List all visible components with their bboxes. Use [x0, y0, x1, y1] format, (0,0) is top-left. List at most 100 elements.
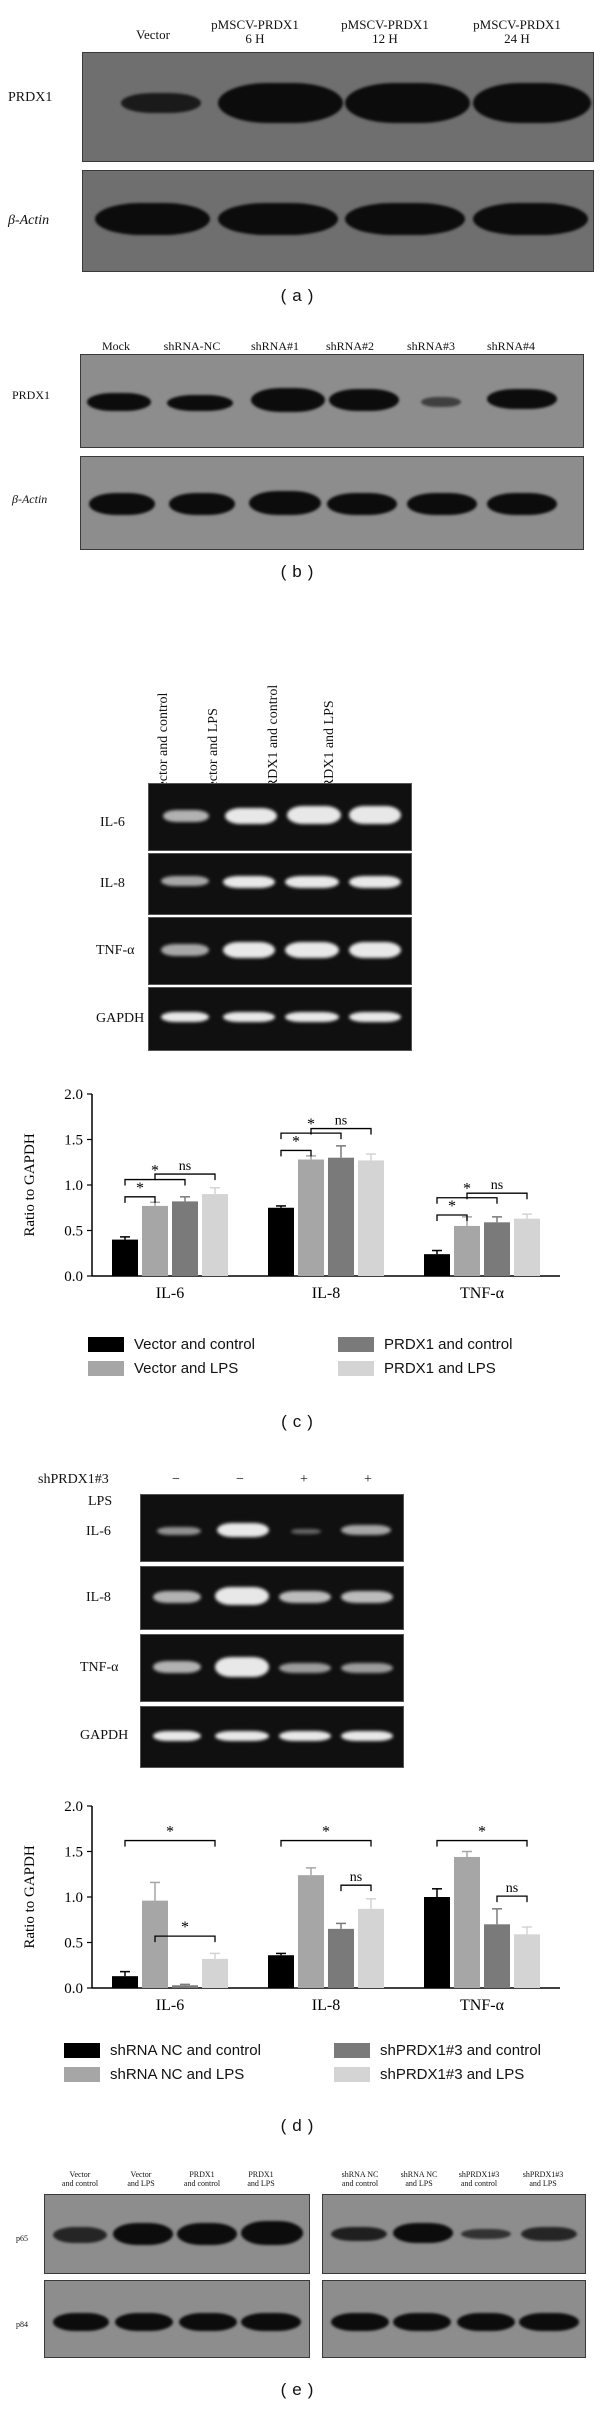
- lane-label: Vector and LPS: [127, 2170, 155, 2188]
- blot-band: [87, 393, 151, 411]
- bar: [514, 1218, 540, 1276]
- gel-band: [349, 806, 401, 824]
- gel-band: [341, 1663, 393, 1673]
- lane-label: shRNA-NC: [163, 339, 221, 353]
- gel-band: [285, 1012, 339, 1022]
- panel-caption-a: (a): [280, 286, 320, 305]
- significance-bracket: [280, 1149, 312, 1157]
- row-label: IL-8: [86, 1590, 111, 1605]
- gel-band: [225, 808, 277, 824]
- blot-band: [329, 389, 399, 411]
- western-blot-p84-right: [322, 2280, 586, 2358]
- treatment-label: LPS: [88, 1494, 113, 1509]
- gel-il6: [140, 1494, 404, 1562]
- legend-item: Vector and control: [88, 1336, 255, 1353]
- bar: [142, 1900, 168, 1988]
- gel-band: [161, 876, 209, 886]
- blot-band: [473, 203, 588, 235]
- legend-swatch: [338, 1337, 374, 1352]
- row-label: β-Actin: [12, 492, 48, 506]
- significance-bracket: [124, 1178, 186, 1186]
- row-label: PRDX1: [8, 90, 53, 105]
- blot-band: [179, 2313, 237, 2331]
- bar: [454, 1225, 480, 1276]
- blot-band: [251, 388, 325, 412]
- blot-band: [115, 2313, 173, 2331]
- row-label: TNF-α: [80, 1660, 119, 1675]
- blot-band: [393, 2223, 453, 2243]
- gel-gapdh: [148, 987, 412, 1051]
- legend-swatch: [338, 1361, 374, 1376]
- y-tick-label: 2.0: [64, 1799, 83, 1815]
- x-tick-label: IL-8: [312, 1997, 340, 2014]
- bar: [202, 1958, 228, 1988]
- blot-band: [53, 2227, 107, 2243]
- significance-label: *: [292, 1133, 300, 1150]
- bar-chart-d: 0.0 0.5 1.0 1.5 2.0 Ratio to GAPDH IL-6 IL-8 TNF…: [22, 1799, 560, 2014]
- significance-label: ns: [179, 1159, 191, 1174]
- lane-label: Vector: [136, 27, 170, 42]
- legend-item: shPRDX1#3 and control: [334, 2042, 541, 2059]
- significance-bracket: [154, 1173, 216, 1181]
- lane-label: shRNA#2: [325, 339, 374, 353]
- gel-band: [285, 942, 339, 958]
- bar: [328, 1157, 354, 1276]
- blot-band: [519, 2313, 579, 2331]
- x-tick-label: IL-6: [156, 1997, 184, 2014]
- bar: [424, 1897, 450, 1988]
- treatment-sign: −: [236, 1472, 244, 1487]
- gel-band: [217, 1523, 269, 1537]
- row-label: GAPDH: [80, 1728, 129, 1743]
- legend-item: shPRDX1#3 and LPS: [334, 2066, 524, 2083]
- gel-il8: [140, 1566, 404, 1630]
- legend-swatch: [334, 2067, 370, 2082]
- western-blot-prdx1: [82, 52, 594, 162]
- legend-item: shRNA NC and control: [64, 2042, 261, 2059]
- y-tick-label: 1.5: [64, 1845, 83, 1861]
- row-label: TNF-α: [96, 943, 135, 958]
- gel-band: [153, 1661, 201, 1673]
- gel-il8: [148, 853, 412, 915]
- row-label: p84: [16, 2320, 28, 2329]
- bar: [172, 1201, 198, 1276]
- row-label: β-Actin: [8, 213, 50, 228]
- significance-bracket: [466, 1192, 528, 1200]
- significance-label: ns: [335, 1114, 347, 1129]
- blot-band: [327, 493, 397, 515]
- significance-label: *: [307, 1116, 315, 1133]
- gel-gapdh: [140, 1706, 404, 1768]
- blot-band: [218, 203, 338, 235]
- blot-band: [249, 491, 321, 515]
- treatment-sign: +: [300, 1472, 308, 1487]
- x-tick-label: TNF-α: [460, 1285, 505, 1302]
- gel-band: [349, 942, 401, 958]
- gel-band: [223, 876, 275, 888]
- blot-band: [345, 83, 470, 123]
- significance-label: *: [181, 1919, 189, 1936]
- bar: [328, 1928, 354, 1988]
- lane-label: shPRDX1#3 and LPS: [522, 2170, 564, 2188]
- gel-band: [341, 1731, 393, 1741]
- bar: [298, 1875, 324, 1988]
- x-tick-label: TNF-α: [460, 1997, 505, 2014]
- significance-label: *: [151, 1163, 159, 1180]
- gel-band: [279, 1663, 331, 1673]
- gel-band: [153, 1731, 201, 1741]
- western-blot-p65-left: [44, 2194, 310, 2274]
- lane-label: shRNA#3: [406, 339, 455, 353]
- blot-band: [457, 2313, 515, 2331]
- bar: [268, 1207, 294, 1276]
- y-tick-label: 0.0: [64, 1981, 83, 1997]
- significance-label: ns: [491, 1178, 503, 1193]
- legend-item: shRNA NC and LPS: [64, 2066, 244, 2083]
- gel-band: [161, 944, 209, 956]
- legend-item: Vector and LPS: [88, 1360, 238, 1377]
- blot-band: [53, 2313, 109, 2331]
- blot-band: [121, 93, 201, 113]
- x-tick-label: IL-8: [312, 1285, 340, 1302]
- gel-band: [349, 1012, 401, 1022]
- legend-swatch: [64, 2043, 100, 2058]
- blot-band: [487, 389, 557, 409]
- gel-band: [279, 1731, 331, 1741]
- significance-bracket: [154, 1935, 216, 1943]
